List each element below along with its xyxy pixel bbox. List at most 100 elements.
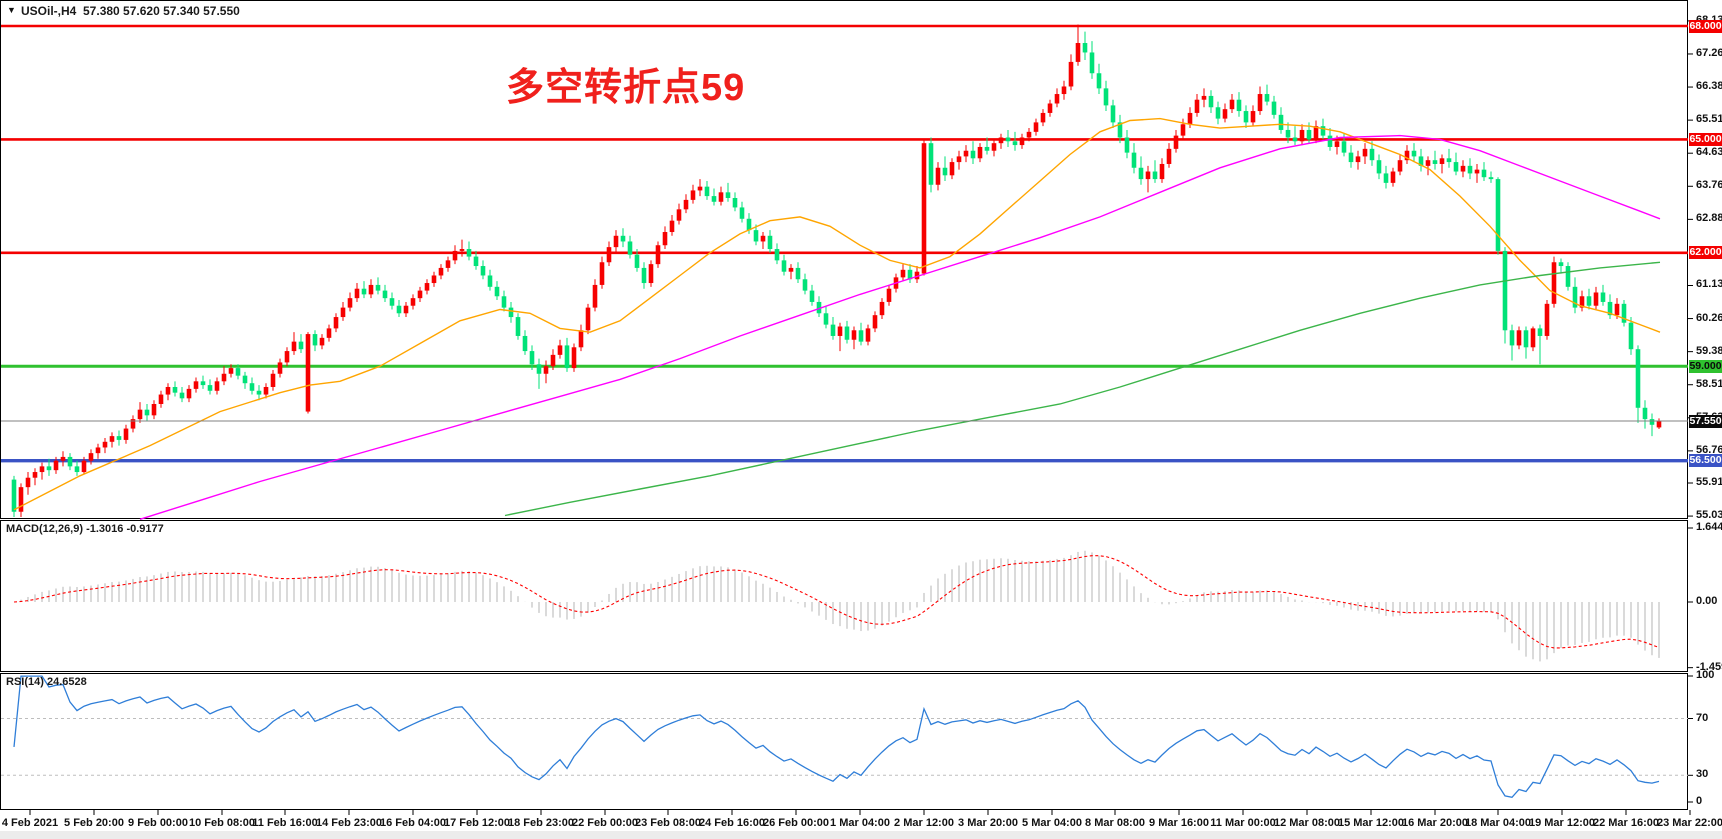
candle-body: [1138, 167, 1144, 180]
time-axis-label: 8 Mar 08:00: [1085, 817, 1145, 829]
candle-body: [774, 249, 780, 261]
candle-body: [1229, 99, 1235, 110]
candle-body: [634, 254, 640, 268]
macd-indicator-label: MACD(12,26,9) -1.3016 -0.9177: [6, 523, 164, 535]
candle-body: [263, 386, 269, 395]
candle-body: [368, 284, 374, 295]
candle-body: [760, 235, 766, 242]
candle-body: [1166, 148, 1172, 164]
candle-body: [417, 290, 423, 299]
time-axis-label: 19 Mar 12:00: [1528, 817, 1596, 829]
candle-body: [599, 262, 605, 285]
candle-body: [1502, 250, 1508, 331]
candle-body: [186, 388, 192, 399]
candle-body: [816, 301, 822, 314]
candle-body: [1467, 165, 1473, 174]
time-axis-label: 12 Mar 08:00: [1273, 817, 1341, 829]
rsi-line: [13, 675, 1660, 799]
price-axis-label: 67.260: [1696, 46, 1722, 59]
candle-body: [291, 341, 297, 352]
time-axis-label: 1 Mar 04:00: [830, 817, 890, 829]
candle-body: [725, 192, 731, 198]
candle-body: [1481, 169, 1487, 178]
rsi-panel-border: [0, 673, 1688, 810]
candle-body: [1579, 296, 1585, 308]
candle-body: [1187, 112, 1193, 125]
price-axis-label: 59.385: [1696, 344, 1722, 357]
candle-body: [1656, 421, 1662, 428]
symbol-dropdown-icon[interactable]: ▼: [7, 5, 16, 15]
candle-body: [1264, 94, 1270, 102]
candle-body: [697, 186, 703, 191]
candle-body: [536, 364, 542, 374]
candle-body: [389, 298, 395, 306]
candle-body: [1012, 141, 1018, 146]
candle-body: [466, 249, 472, 257]
candle-body: [1369, 148, 1375, 161]
candle-body: [81, 460, 87, 473]
candle-body: [1110, 105, 1116, 123]
candle-body: [753, 230, 759, 242]
price-axis-label: 58.510: [1696, 377, 1722, 390]
candle-body: [88, 453, 94, 461]
candle-body: [1621, 303, 1627, 323]
candle-body: [851, 330, 857, 340]
time-axis-label: 22 Mar 16:00: [1592, 817, 1660, 829]
candle-body: [1040, 112, 1046, 123]
candle-body: [515, 317, 521, 336]
candle-body: [613, 235, 619, 248]
ma-slow-green: [504, 261, 1661, 517]
rsi-axis-label: 30: [1696, 768, 1709, 781]
candle-body: [1383, 173, 1389, 183]
time-axis-label: 16 Mar 20:00: [1401, 817, 1469, 829]
candle-body: [1306, 129, 1312, 140]
candle-body: [319, 337, 325, 346]
time-axis-label: 3 Mar 20:00: [958, 817, 1018, 829]
candle-body: [781, 260, 787, 272]
window-bottom-strip: [0, 831, 1722, 839]
candle-body: [1341, 141, 1347, 153]
candle-body: [1425, 160, 1431, 166]
candle-body: [361, 288, 367, 295]
candle-body: [403, 305, 409, 314]
candle-body: [172, 386, 178, 393]
candle-body: [1292, 137, 1298, 142]
price-level-badge: 56.500: [1689, 454, 1722, 467]
candle-body: [1320, 126, 1326, 136]
candle-body: [116, 436, 122, 440]
candle-body: [256, 390, 262, 395]
candle-body: [1180, 124, 1186, 136]
candle-body: [1334, 141, 1340, 147]
candle-body: [837, 326, 843, 336]
price-axis-label: 66.385: [1696, 80, 1722, 93]
price-axis-label: 60.260: [1696, 311, 1722, 324]
candle-body: [788, 267, 794, 272]
candle-body: [914, 271, 920, 280]
candle-body: [207, 385, 213, 391]
candle-body: [1327, 135, 1333, 147]
candle-body: [655, 245, 661, 265]
candle-body: [886, 288, 892, 302]
time-axis-label: 23 Mar 22:00: [1656, 817, 1722, 829]
macd-axis-label: -1.4594: [1696, 660, 1722, 673]
candle-body: [907, 269, 913, 280]
candle-body: [1362, 148, 1368, 157]
candle-body: [1565, 266, 1571, 287]
candle-body: [942, 167, 948, 176]
candle-body: [67, 456, 73, 467]
candle-body: [18, 487, 24, 512]
candle-body: [228, 368, 234, 374]
symbol-title: USOil-,H4 57.380 57.620 57.340 57.550: [21, 4, 240, 18]
candle-body: [921, 143, 927, 274]
candle-body: [522, 335, 528, 352]
candle-body: [1278, 114, 1284, 130]
candle-body: [144, 409, 150, 416]
candle-body: [375, 284, 381, 291]
candle-body: [1376, 160, 1382, 174]
candle-body: [11, 479, 17, 512]
candle-body: [312, 334, 318, 346]
price-level-badge: 65.000: [1689, 133, 1722, 146]
candle-body: [879, 301, 885, 316]
